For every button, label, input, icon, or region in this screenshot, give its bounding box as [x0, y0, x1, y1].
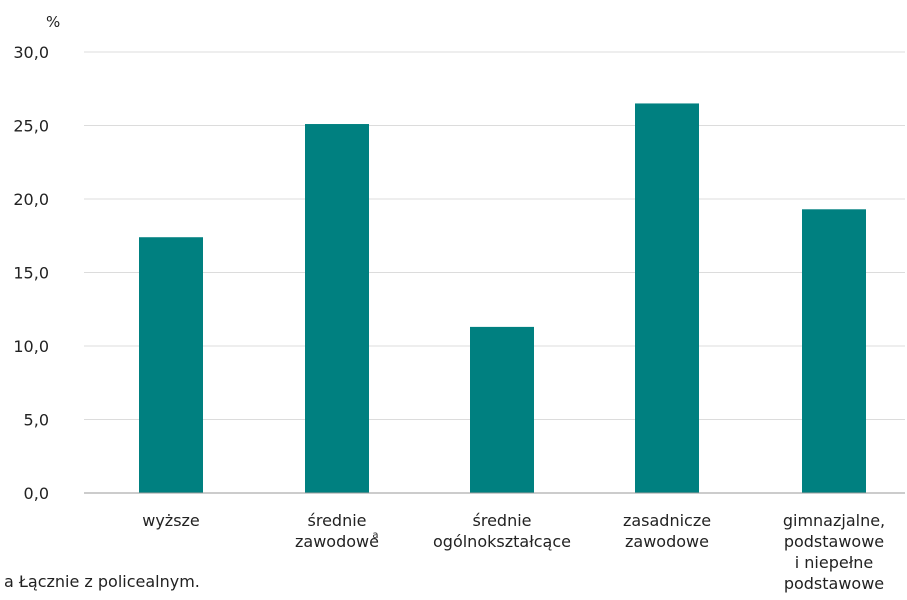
y-tick-label: 0,0: [24, 484, 49, 503]
y-tick-label: 20,0: [13, 190, 49, 209]
category-label: wyższe: [142, 511, 200, 530]
category-label: średnie zawodowe: [295, 511, 379, 551]
category-label: średnie ogólnokształcące: [433, 511, 571, 551]
y-unit-label: %: [46, 13, 60, 31]
footnote: a Łącznie z policealnym.: [4, 572, 200, 591]
gridlines: [84, 51, 905, 420]
y-tick-label: 25,0: [13, 117, 49, 136]
y-tick-label: 15,0: [13, 264, 49, 283]
y-tick-labels: 0,0 5,0 10,0 15,0 20,0 25,0 30,0: [13, 43, 49, 503]
footnote-marker: a: [372, 530, 378, 541]
bar: [470, 326, 534, 493]
y-tick-label: 5,0: [24, 411, 49, 430]
y-tick-label: 30,0: [13, 43, 49, 62]
bars: [139, 103, 866, 494]
bar: [802, 209, 866, 494]
category-label: zasadnicze zawodowe: [623, 511, 711, 551]
category-label: gimnazjalne, podstawowe i niepełne podstawo…: [783, 511, 885, 593]
bar: [635, 103, 699, 493]
bar: [305, 124, 369, 493]
y-tick-label: 10,0: [13, 337, 49, 356]
bar: [139, 237, 203, 493]
